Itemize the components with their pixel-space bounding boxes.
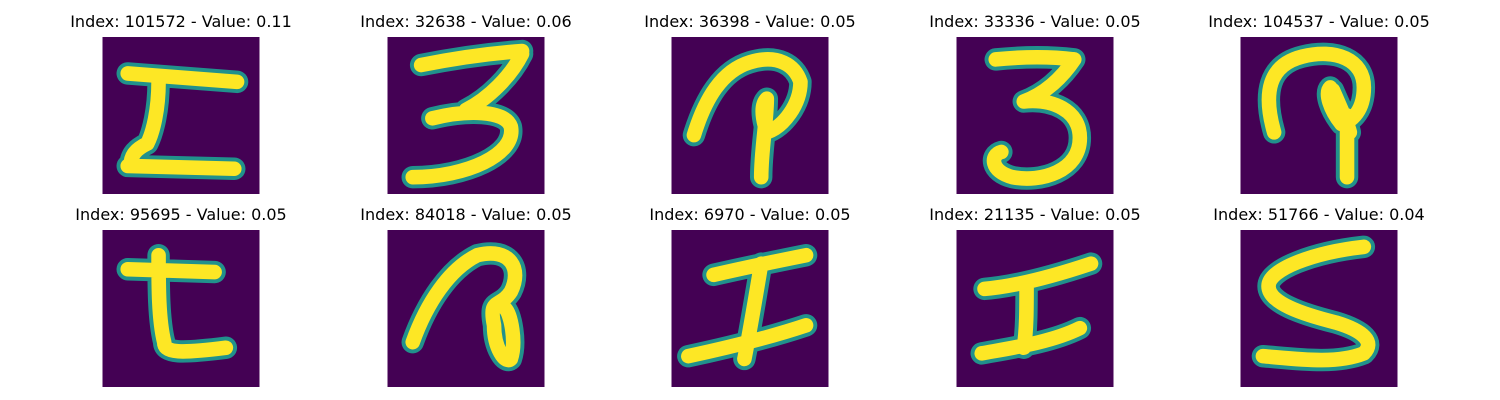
panel-title: Index: 21135 - Value: 0.05 bbox=[929, 205, 1141, 224]
panel-5: Index: 104537 - Value: 0.05 bbox=[1169, 12, 1469, 197]
digit-image bbox=[956, 230, 1114, 387]
digit-image bbox=[102, 37, 260, 194]
panel-4: Index: 33336 - Value: 0.05 bbox=[885, 12, 1185, 197]
panel-1: Index: 101572 - Value: 0.11 bbox=[31, 12, 331, 197]
digit-image bbox=[387, 37, 545, 194]
panel-title: Index: 6970 - Value: 0.05 bbox=[649, 205, 851, 224]
panel-title: Index: 84018 - Value: 0.05 bbox=[360, 205, 572, 224]
panel-10: Index: 51766 - Value: 0.04 bbox=[1169, 205, 1469, 390]
panel-9: Index: 21135 - Value: 0.05 bbox=[885, 205, 1185, 390]
digit-image bbox=[671, 37, 829, 194]
panel-title: Index: 32638 - Value: 0.06 bbox=[360, 12, 572, 31]
digit-image bbox=[671, 230, 829, 387]
panel-6: Index: 95695 - Value: 0.05 bbox=[31, 205, 331, 390]
panel-title: Index: 33336 - Value: 0.05 bbox=[929, 12, 1141, 31]
panel-2: Index: 32638 - Value: 0.06 bbox=[316, 12, 616, 197]
digit-image bbox=[102, 230, 260, 387]
panel-8: Index: 6970 - Value: 0.05 bbox=[600, 205, 900, 390]
panel-title: Index: 36398 - Value: 0.05 bbox=[644, 12, 856, 31]
digit-image bbox=[1240, 230, 1398, 387]
panel-7: Index: 84018 - Value: 0.05 bbox=[316, 205, 616, 390]
digit-image bbox=[1240, 37, 1398, 194]
digit-image bbox=[387, 230, 545, 387]
panel-title: Index: 95695 - Value: 0.05 bbox=[75, 205, 287, 224]
panel-title: Index: 51766 - Value: 0.04 bbox=[1213, 205, 1425, 224]
panel-title: Index: 104537 - Value: 0.05 bbox=[1208, 12, 1430, 31]
digit-image bbox=[956, 37, 1114, 194]
panel-title: Index: 101572 - Value: 0.11 bbox=[70, 12, 292, 31]
panel-3: Index: 36398 - Value: 0.05 bbox=[600, 12, 900, 197]
